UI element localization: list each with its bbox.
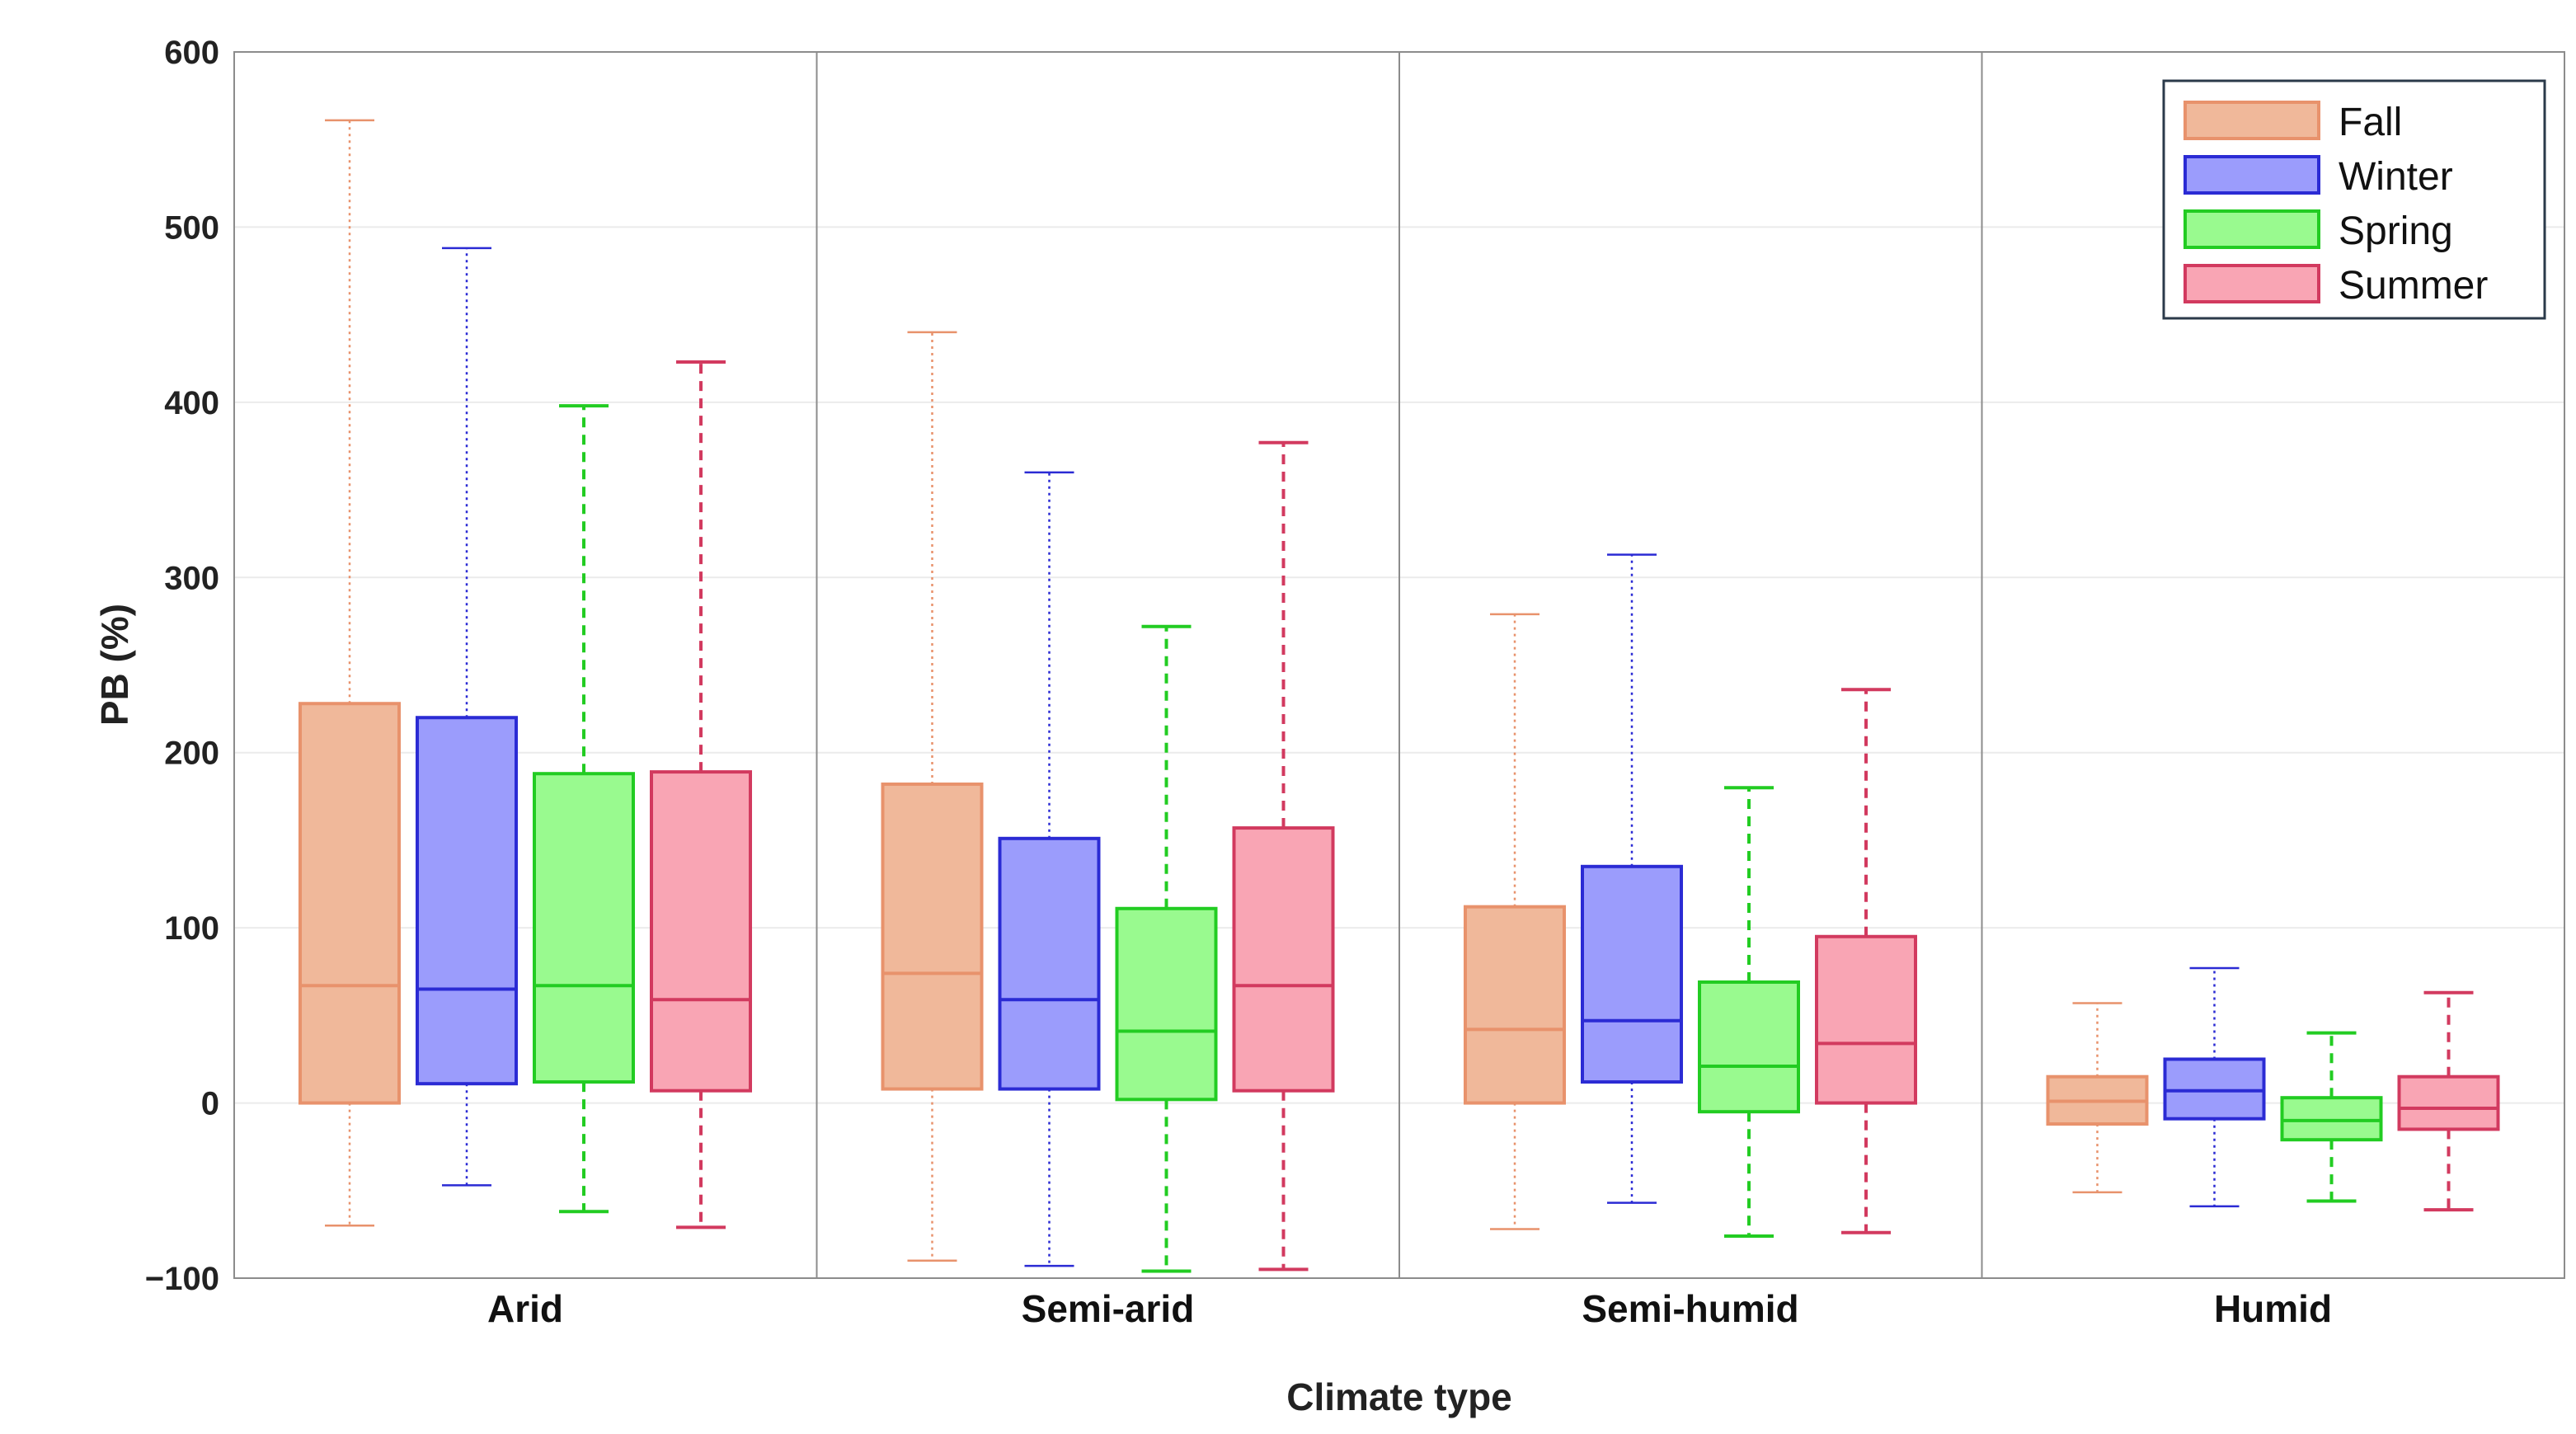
box-summer-arid <box>650 360 752 1229</box>
x-category-label-humid: Humid <box>2214 1287 2332 1330</box>
legend-label-spring: Spring <box>2339 209 2453 253</box>
category-dividers <box>816 52 1983 1278</box>
box-winter-arid <box>416 247 518 1187</box>
box-fall-semi-arid <box>881 331 984 1262</box>
iqr-box <box>2397 1074 2500 1131</box>
y-tick-label-200: 200 <box>164 736 219 772</box>
legend-swatch-spring <box>2183 209 2320 249</box>
iqr-box <box>881 782 984 1091</box>
x-category-label-semi-arid: Semi-arid <box>1022 1287 1195 1330</box>
iqr-box <box>298 702 401 1105</box>
box-spring-semi-arid <box>1115 624 1218 1273</box>
iqr-box <box>1698 980 1800 1114</box>
x-category-label-arid: Arid <box>487 1287 563 1330</box>
y-axis-title: PB (%) <box>93 604 136 726</box>
legend-label-winter: Winter <box>2339 155 2453 199</box>
iqr-box <box>533 772 635 1084</box>
box-summer-humid <box>2397 990 2500 1212</box>
y-tick-label--100: −100 <box>145 1261 219 1297</box>
iqr-box <box>2280 1096 2383 1142</box>
iqr-box <box>650 770 752 1093</box>
box-spring-semi-humid <box>1698 786 1800 1239</box>
box-fall-semi-humid <box>1464 613 1566 1230</box>
x-category-labels: Arid Semi-arid Semi-humid Humid <box>487 1287 2332 1330</box>
y-tick-label-100: 100 <box>164 910 219 947</box>
box-summer-semi-humid <box>1815 688 1917 1234</box>
y-tick-label-600: 600 <box>164 35 219 71</box>
legend-swatch-summer <box>2183 264 2320 303</box>
iqr-box <box>1581 864 1683 1084</box>
iqr-box <box>416 716 518 1086</box>
y-tick-label-0: 0 <box>201 1086 219 1122</box>
legend-swatch-winter <box>2183 155 2320 195</box>
box-winter-semi-arid <box>998 471 1101 1267</box>
iqr-box <box>1815 934 1917 1105</box>
x-category-label-semi-humid: Semi-humid <box>1582 1287 1798 1330</box>
x-axis-title: Climate type <box>1286 1375 1512 1418</box>
box-fall-humid <box>2046 1002 2149 1194</box>
box-winter-semi-humid <box>1581 553 1683 1204</box>
y-tick-label-500: 500 <box>164 209 219 246</box>
box-fall-arid <box>298 119 401 1227</box>
legend: Fall Winter Spring Summer <box>2162 79 2546 320</box>
box-summer-semi-arid <box>1232 440 1335 1272</box>
iqr-box <box>1464 905 1566 1105</box>
legend-label-summer: Summer <box>2339 264 2488 308</box>
iqr-box <box>1115 906 1218 1102</box>
legend-swatch-fall <box>2183 101 2320 140</box>
iqr-box <box>1232 826 1335 1093</box>
plot-boxes <box>298 119 2500 1273</box>
iqr-box <box>2163 1057 2266 1121</box>
legend-label-fall: Fall <box>2339 101 2402 144</box>
box-spring-humid <box>2280 1031 2383 1203</box>
box-spring-arid <box>533 404 635 1214</box>
y-tick-labels: −100 0 100 200 300 400 500 600 <box>145 35 219 1297</box>
iqr-box <box>998 836 1101 1091</box>
y-tick-label-300: 300 <box>164 560 219 596</box>
box-winter-humid <box>2163 966 2266 1208</box>
y-tick-label-400: 400 <box>164 385 219 421</box>
